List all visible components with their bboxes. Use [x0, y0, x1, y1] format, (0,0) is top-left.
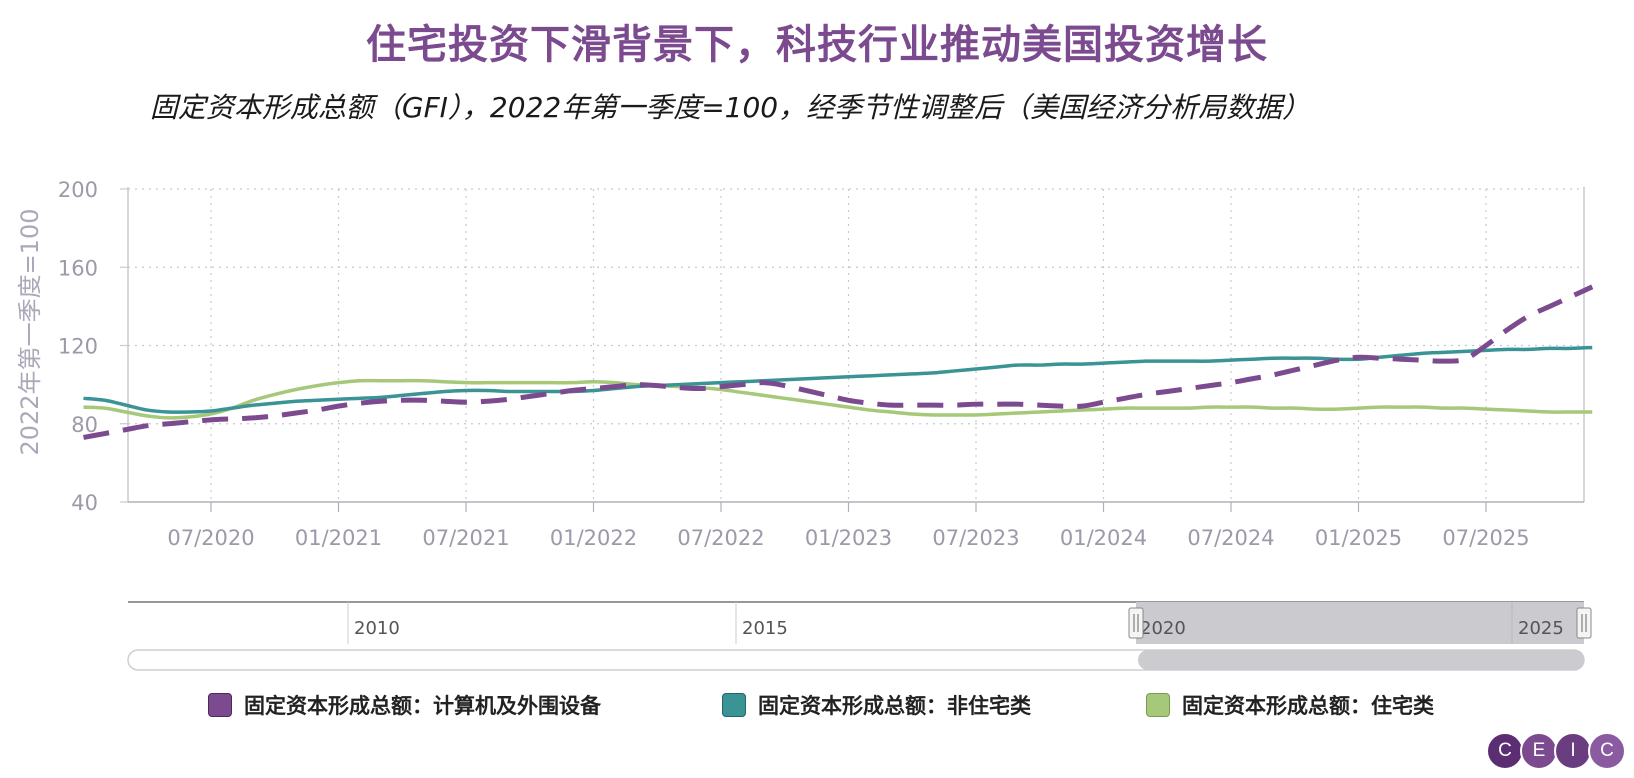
y-axis-label: 2022年第一季度=100: [16, 209, 44, 456]
logo-letter: E: [1520, 732, 1558, 770]
series-line-1: [83, 345, 1593, 414]
x-tick-label: 07/2023: [932, 526, 1019, 550]
x-tick-label: 07/2022: [677, 526, 764, 550]
chart-title: 住宅投资下滑背景下，科技行业推动美国投资增长: [366, 22, 1268, 68]
legend-swatch: [722, 693, 746, 717]
legend-item-residential[interactable]: 固定资本形成总额：住宅类: [1146, 690, 1434, 720]
logo-letter: C: [1486, 732, 1524, 770]
navigator-year-label: 2025: [1518, 618, 1564, 639]
y-axis: 40 80 120 160 200: [58, 178, 1585, 515]
x-tick-label: 01/2024: [1060, 526, 1147, 550]
x-tick-label: 01/2021: [295, 526, 382, 550]
navigator-right-handle[interactable]: [1576, 607, 1592, 639]
y-tick-label: 80: [71, 413, 98, 437]
navigator-left-handle[interactable]: [1128, 607, 1144, 639]
y-tick-label: 200: [58, 178, 98, 202]
navigator-year-label: 2020: [1140, 618, 1186, 639]
legend-item-computers[interactable]: 固定资本形成总额：计算机及外围设备: [208, 690, 601, 720]
x-axis: 07/2020 01/2021 07/2021 01/2022 07/2022 01/20…: [128, 501, 1584, 550]
legend-swatch: [208, 693, 232, 717]
y-tick-label: 160: [58, 256, 98, 280]
y-tick-label: 40: [71, 491, 98, 515]
legend-label: 固定资本形成总额：计算机及外围设备: [244, 694, 601, 718]
range-navigator[interactable]: 2010 2015 2020 2025: [127, 601, 1592, 671]
series-line-2: [83, 378, 1593, 420]
x-tick-label: 01/2025: [1315, 526, 1402, 550]
line-chart: 40 80 120 160 200 07/2020 01/2021 07/2021 01/20…: [16, 178, 1594, 671]
legend-label: 固定资本形成总额：住宅类: [1182, 694, 1434, 718]
grid-lines: [128, 188, 1584, 502]
x-tick-label: 07/2024: [1187, 526, 1274, 550]
navigator-labels: 2010 2015 2020 2025: [354, 618, 1564, 639]
x-tick-label: 07/2021: [422, 526, 509, 550]
legend-item-nonresidential[interactable]: 固定资本形成总额：非住宅类: [722, 690, 1031, 720]
navigator-scrollbar-thumb[interactable]: [1138, 650, 1584, 670]
chart-legend: 固定资本形成总额：计算机及外围设备 固定资本形成总额：非住宅类 固定资本形成总额…: [0, 690, 1634, 720]
legend-swatch: [1146, 693, 1170, 717]
logo-letter: I: [1554, 732, 1592, 770]
ceic-logo: C E I C: [1486, 732, 1626, 770]
navigator-selected-range[interactable]: [1136, 602, 1584, 644]
x-tick-label: 01/2022: [550, 526, 637, 550]
series-line-0: [83, 284, 1594, 440]
series-lines: [83, 284, 1594, 440]
x-tick-label: 07/2025: [1442, 526, 1529, 550]
navigator-year-label: 2015: [742, 618, 788, 639]
y-tick-label: 120: [58, 335, 98, 359]
logo-letter: C: [1588, 732, 1626, 770]
legend-label: 固定资本形成总额：非住宅类: [758, 694, 1031, 718]
x-tick-label: 07/2020: [167, 526, 254, 550]
x-tick-label: 01/2023: [805, 526, 892, 550]
navigator-year-label: 2010: [354, 618, 400, 639]
chart-subtitle: 固定资本形成总额（GFI），2022年第一季度=100，经季节性调整后（美国经济…: [149, 91, 1311, 124]
